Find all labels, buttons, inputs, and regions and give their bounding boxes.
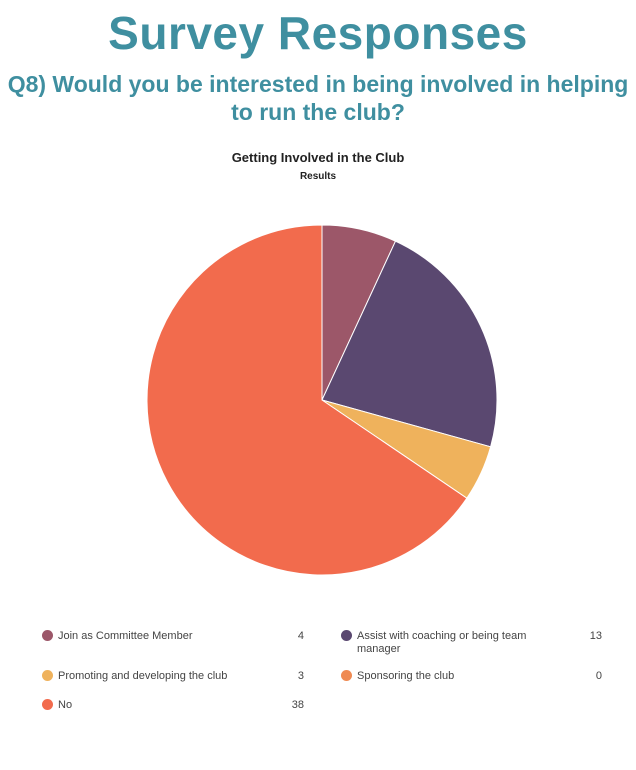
legend-value-promoting: 3 [297, 670, 304, 682]
legend-label-promoting: Promoting and developing the club [58, 670, 228, 682]
legend-value-sponsoring: 0 [595, 670, 602, 682]
legend-label-coaching: Assist with coaching or being team manag… [357, 630, 527, 655]
legend-label-no: No [58, 699, 73, 711]
legend-dot-committee [42, 630, 53, 641]
page-title: Survey Responses [108, 7, 528, 59]
legend-dot-coaching [341, 630, 352, 641]
legend-value-no: 38 [291, 699, 304, 711]
legend-label-committee: Join as Committee Member [58, 630, 193, 642]
chart-subtitle: Results [299, 171, 337, 182]
legend-dot-sponsoring [341, 670, 352, 681]
survey-question: Q8) Would you be interested in being inv… [7, 71, 629, 125]
legend-value-committee: 4 [297, 630, 304, 642]
legend-dot-promoting [42, 670, 53, 681]
legend-value-coaching: 13 [589, 630, 602, 642]
slice-coaching [321, 240, 498, 448]
legend-dot-no [42, 699, 53, 710]
slice-no [146, 224, 468, 576]
legend-label-sponsoring: Sponsoring the club [357, 670, 455, 682]
chart-title: Getting Involved in the Club [231, 150, 405, 165]
